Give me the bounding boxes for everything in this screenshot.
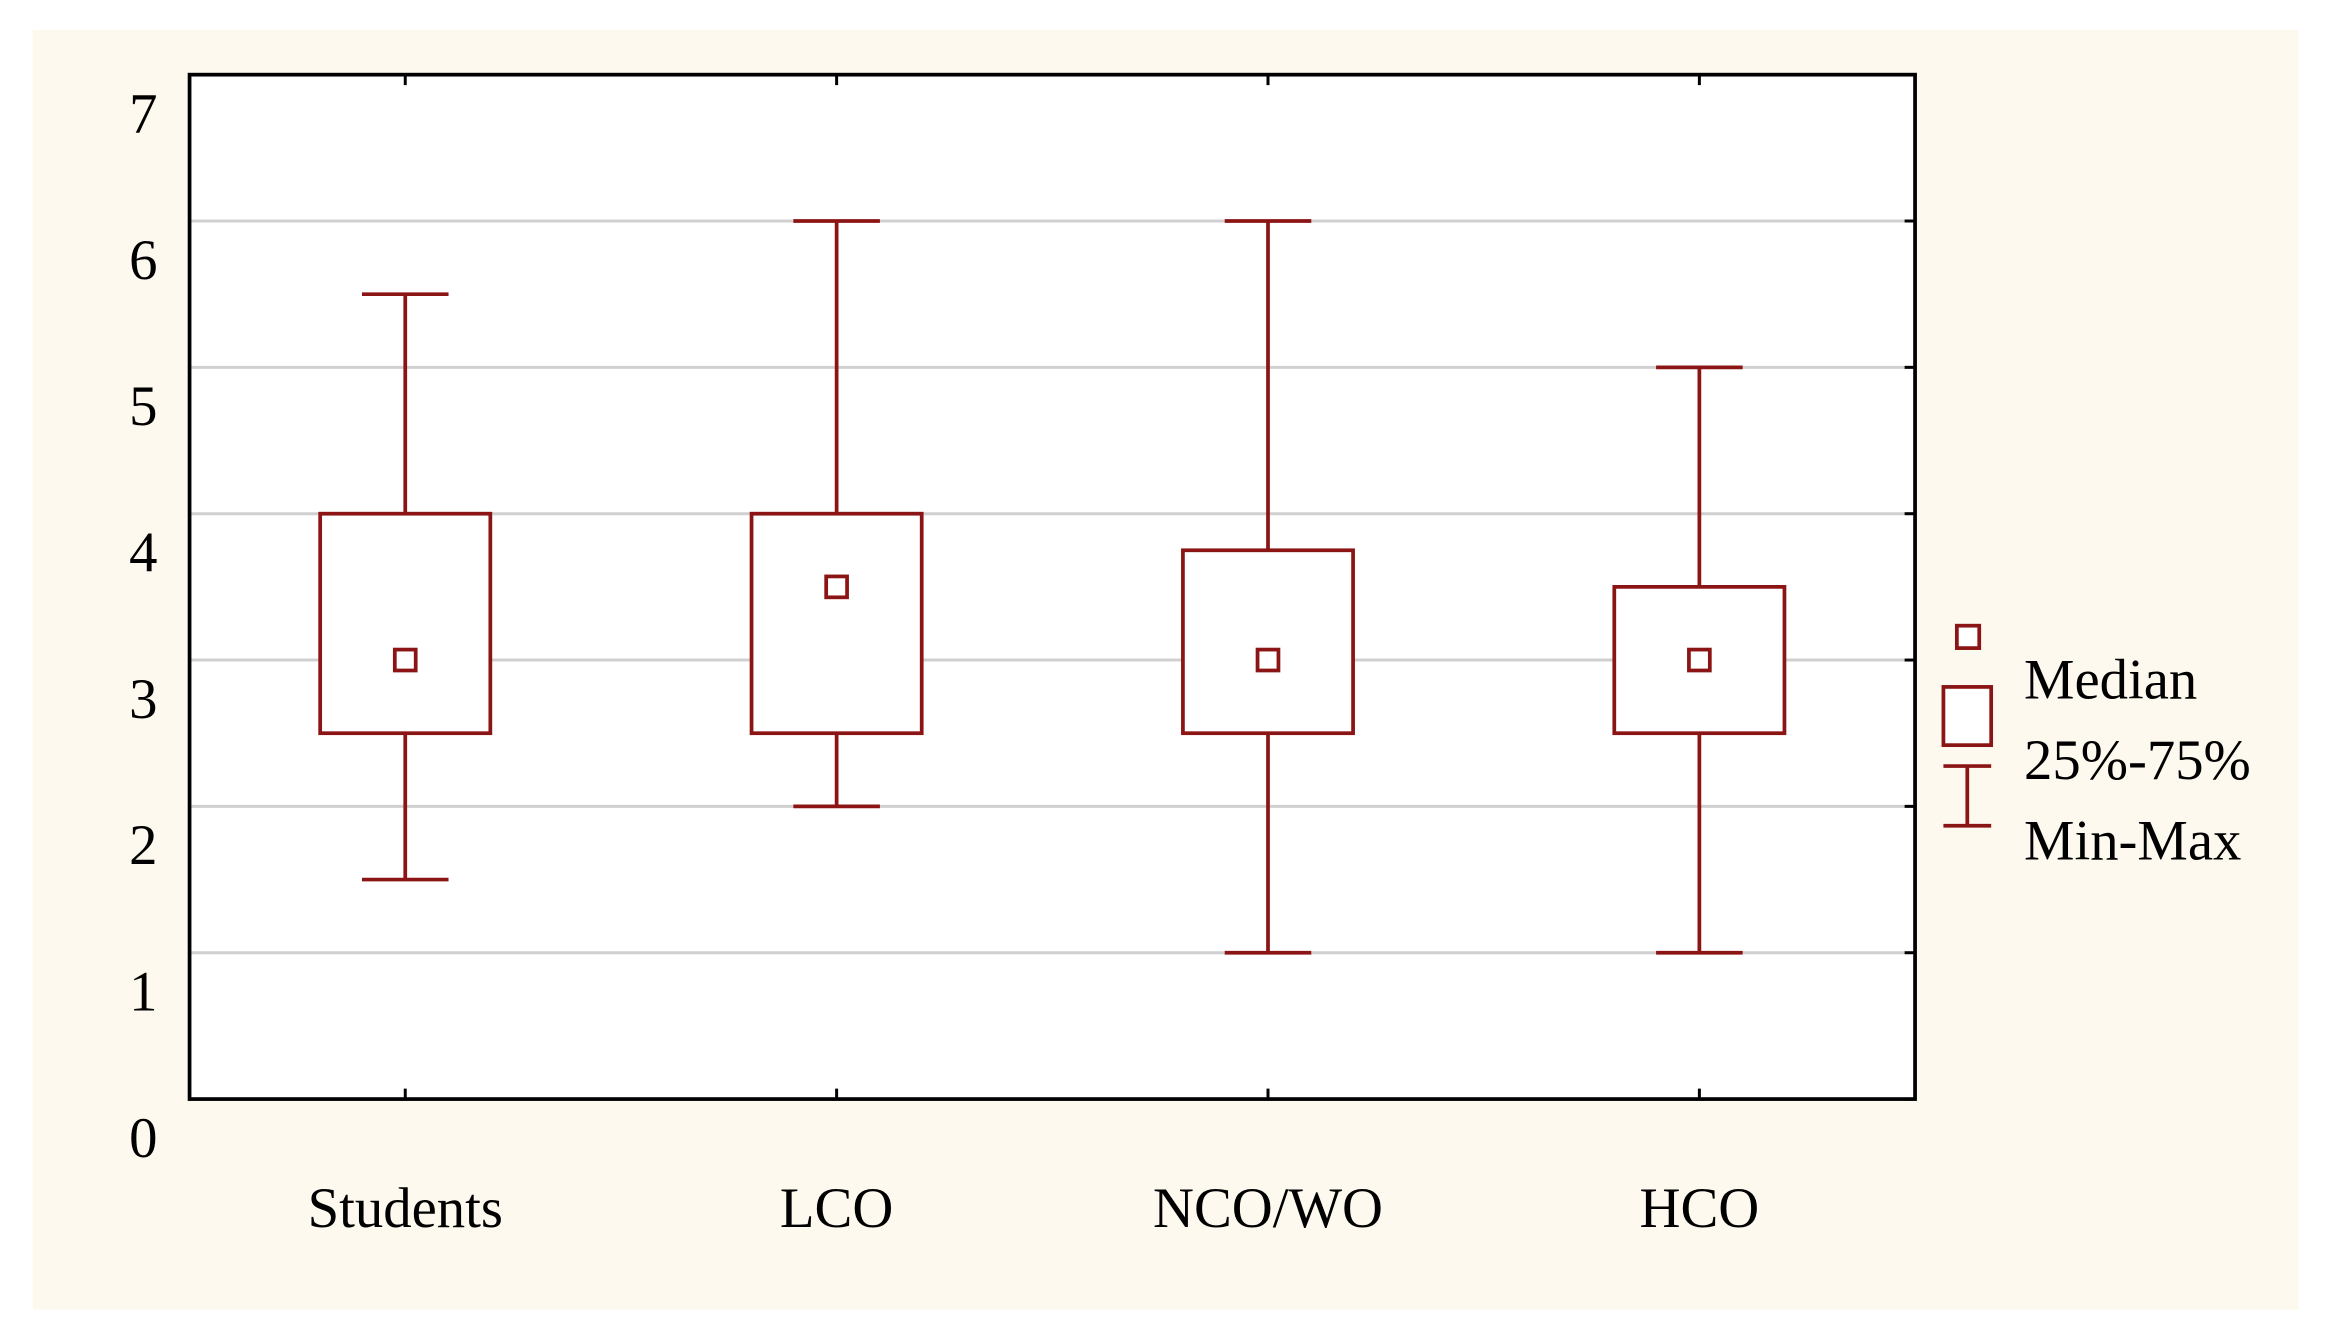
legend-box-icon (1941, 685, 1994, 748)
median-marker (392, 647, 418, 673)
legend-label: 25%-75% (2024, 729, 2251, 792)
median-marker (824, 574, 849, 600)
x-tick-label: Students (308, 1177, 503, 1240)
x-tick-label: NCO/WO (1153, 1177, 1383, 1240)
legend-label: Median (2024, 648, 2197, 711)
y-tick-label: 4 (129, 522, 157, 585)
x-tick-label: HCO (1640, 1177, 1760, 1240)
median-marker (1687, 647, 1712, 673)
median-marker (1255, 647, 1281, 673)
y-tick-label: 6 (129, 229, 157, 292)
y-tick-label: 5 (129, 375, 157, 438)
legend-median-icon (1954, 623, 1982, 650)
y-tick-label: 0 (129, 1107, 157, 1170)
x-tick-label: LCO (780, 1177, 893, 1240)
box (318, 511, 493, 736)
legend-label: Min-Max (2024, 810, 2241, 873)
plot-frame (187, 72, 1917, 1101)
y-tick-label: 3 (129, 668, 157, 731)
y-tick-label: 7 (129, 82, 157, 145)
box (1181, 548, 1355, 736)
y-tick-label: 1 (129, 961, 157, 1024)
box (749, 511, 924, 736)
y-tick-label: 2 (129, 814, 157, 877)
